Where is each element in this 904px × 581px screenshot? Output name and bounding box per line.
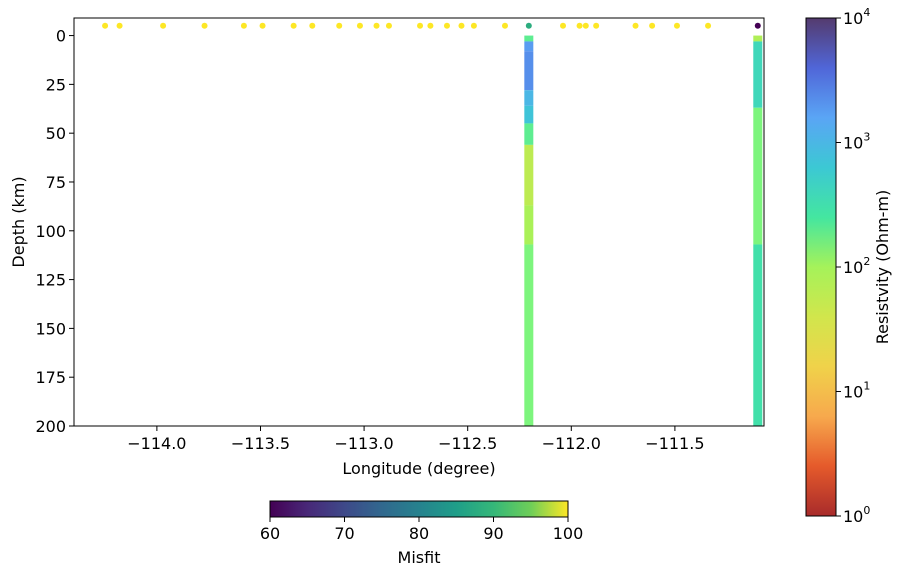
resistivity-tick-label: 102	[843, 255, 870, 277]
station-marker-10	[356, 22, 363, 29]
resistivity-tick-label: 104	[843, 6, 870, 28]
station-marker-8	[309, 22, 316, 29]
misfit-tick-label: 80	[409, 524, 429, 543]
station-marker-17	[470, 22, 477, 29]
y-tick-label: 175	[35, 368, 66, 387]
profile-1-layer-7	[524, 144, 534, 206]
station-markers	[102, 22, 761, 29]
station-marker-25	[649, 22, 656, 29]
y-tick-label: 200	[35, 417, 66, 436]
profile-1-layer-4	[524, 90, 534, 106]
y-tick-label: 0	[56, 27, 66, 46]
station-marker-1	[102, 22, 109, 29]
resistivity-tick-exponent: 4	[863, 6, 870, 19]
resistivity-tick-exponent: 3	[863, 131, 870, 144]
profile-1-layer-1	[524, 35, 534, 42]
resistivity-colorbar-gradient	[805, 17, 837, 517]
resistivity-tick-label: 101	[843, 380, 870, 402]
station-marker-3	[160, 22, 167, 29]
station-marker-24	[632, 22, 639, 29]
profile-2-layer-1	[753, 35, 763, 42]
resistivity-tick-label: 100	[843, 504, 870, 526]
resistivity-tick-base: 10	[843, 258, 863, 277]
x-tick-label: −113.0	[334, 434, 393, 453]
profile-1-layer-9	[524, 244, 534, 426]
x-tick-label: −112.0	[542, 434, 601, 453]
station-marker-21	[576, 22, 583, 29]
resistivity-colorbar-label: Resistvity (Ohm-m)	[873, 190, 892, 345]
y-axis-label: Depth (km)	[9, 176, 28, 267]
y-tick-label: 50	[46, 124, 66, 143]
resistivity-tick-base: 10	[843, 134, 863, 153]
station-marker-27	[705, 22, 712, 29]
y-tick-label: 150	[35, 319, 66, 338]
y-tick-label: 125	[35, 271, 66, 290]
profile-2-layer-3	[753, 107, 763, 245]
resistivity-tick-exponent: 2	[863, 255, 870, 268]
station-marker-2	[116, 22, 123, 29]
station-marker-20	[560, 22, 567, 29]
misfit-colorbar: 60 70 80 90 100 Misfit	[260, 500, 583, 567]
y-tick-label: 75	[46, 173, 66, 192]
profile-1-layer-5	[524, 105, 534, 124]
station-marker-23	[593, 22, 600, 29]
station-marker-15	[443, 22, 450, 29]
misfit-colorbar-ticks: 60 70 80 90 100	[260, 517, 583, 543]
x-tick-label: −111.5	[645, 434, 704, 453]
profile-1-layer-3	[524, 51, 534, 91]
station-marker-26	[673, 22, 680, 29]
profile-2-layer-2	[753, 41, 763, 108]
station-marker-19	[525, 22, 532, 29]
resistivity-tick-exponent: 0	[863, 504, 870, 517]
y-axis-ticks: 0 25 50 75 100 125 150 175 200	[35, 27, 74, 436]
station-marker-13	[417, 22, 424, 29]
station-marker-11	[373, 22, 380, 29]
plot-area: −114.0 −113.5 −113.0 −112.5 −112.0 −111.5 0 25…	[9, 17, 765, 478]
x-tick-label: −112.5	[438, 434, 497, 453]
station-marker-12	[385, 22, 392, 29]
profile-1-layer-8	[524, 205, 534, 245]
station-marker-16	[458, 22, 465, 29]
resistivity-tick-base: 10	[843, 9, 863, 28]
resistivity-tick-label: 103	[843, 131, 870, 153]
resistivity-tick-base: 10	[843, 507, 863, 526]
profile-1-layer-2	[524, 41, 534, 52]
resistivity-profiles	[524, 35, 763, 426]
station-marker-6	[259, 22, 266, 29]
station-marker-5	[240, 22, 247, 29]
station-marker-9	[336, 22, 343, 29]
misfit-tick-label: 70	[334, 524, 354, 543]
resistivity-tick-exponent: 1	[863, 380, 870, 393]
x-tick-label: −113.5	[231, 434, 290, 453]
x-axis-label: Longitude (degree)	[342, 459, 495, 478]
y-tick-label: 100	[35, 222, 66, 241]
station-marker-22	[582, 22, 589, 29]
misfit-colorbar-label: Misfit	[398, 548, 441, 567]
plot-frame	[73, 17, 765, 427]
station-marker-4	[201, 22, 208, 29]
misfit-tick-label: 100	[553, 524, 584, 543]
profile-2-layer-4	[753, 244, 763, 426]
station-marker-14	[427, 22, 434, 29]
misfit-tick-label: 60	[260, 524, 280, 543]
x-axis-ticks: −114.0 −113.5 −113.0 −112.5 −112.0 −111.5	[127, 426, 705, 453]
profile-1-layer-6	[524, 123, 534, 145]
misfit-colorbar-gradient	[269, 500, 569, 518]
station-marker-28	[754, 22, 761, 29]
station-marker-7	[290, 22, 297, 29]
y-tick-label: 25	[46, 75, 66, 94]
x-tick-label: −114.0	[127, 434, 186, 453]
misfit-tick-label: 90	[483, 524, 503, 543]
resistivity-tick-base: 10	[843, 383, 863, 402]
station-marker-18	[501, 22, 508, 29]
